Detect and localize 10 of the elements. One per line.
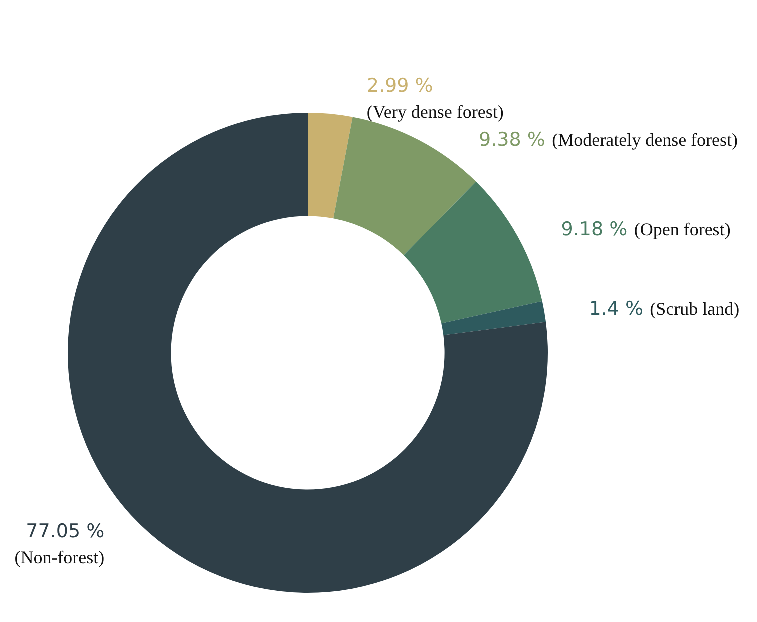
slice-label: (Open forest) bbox=[634, 220, 731, 240]
data-label: 9.38 % bbox=[479, 129, 546, 152]
data-label: 1.4 % bbox=[589, 298, 644, 320]
slice-label: (Non-forest) bbox=[14, 548, 105, 568]
slice-label: (Scrub land) bbox=[650, 299, 740, 320]
slice-label: (Very dense forest) bbox=[366, 102, 504, 122]
data-label: 2.99 % bbox=[366, 75, 434, 98]
data-label: 77.05 % bbox=[26, 520, 105, 543]
data-label: 9.18 % bbox=[561, 218, 628, 241]
slice-label: (Moderately dense forest) bbox=[552, 130, 738, 150]
